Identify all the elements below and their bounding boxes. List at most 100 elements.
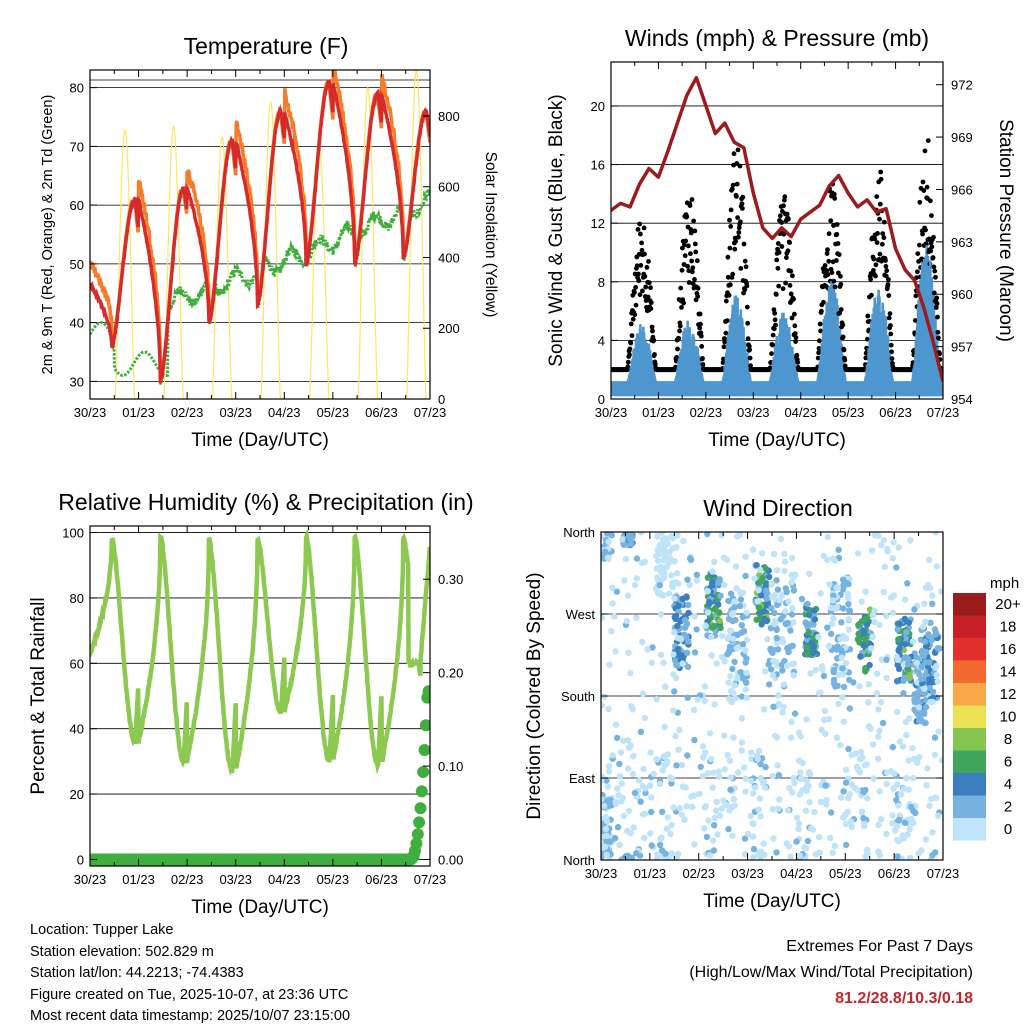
gust-point: [930, 255, 936, 260]
wind-direction-point: [895, 816, 903, 824]
gust-point: [920, 179, 926, 185]
rh-line: [90, 528, 430, 776]
plot-area: [90, 70, 430, 399]
wind-direction-point: [707, 755, 715, 763]
gust-point: [873, 273, 878, 279]
wind-direction-point: [601, 796, 605, 803]
wind-direction-point: [763, 581, 770, 588]
wind-direction-point: [837, 635, 844, 643]
wind-direction-point: [704, 574, 712, 581]
extremes-box: Extremes For Past 7 Days (High/Low/Max W…: [689, 934, 973, 1012]
y-tick-label: 16: [591, 158, 605, 173]
wind-direction-point: [810, 621, 817, 628]
wind-direction-point: [883, 780, 890, 788]
wind-direction-point: [894, 836, 901, 844]
wind-direction-point: [802, 619, 809, 626]
gust-point: [784, 255, 789, 260]
wind-direction-point: [922, 696, 929, 704]
wind-direction-point: [890, 592, 898, 599]
wind-direction-point: [894, 853, 901, 860]
wind-direction-point: [633, 555, 641, 562]
wind-direction-point: [612, 835, 619, 842]
wind-direction-point: [845, 600, 852, 608]
wind-direction-point: [763, 589, 770, 596]
y-right-tick-label: 963: [951, 235, 973, 250]
wind-direction-point: [742, 775, 749, 782]
wind-direction-point: [738, 747, 745, 754]
wind-direction-point: [685, 601, 692, 609]
wind-direction-point: [842, 779, 850, 786]
gust-point: [769, 351, 774, 356]
wind-direction-point: [761, 784, 769, 791]
wind-direction-point: [694, 696, 701, 703]
gust-point: [924, 184, 930, 190]
wind-direction-point: [812, 851, 819, 858]
wind-direction-point: [863, 621, 871, 628]
wind-direction-point: [905, 661, 912, 668]
wind-direction-point: [713, 798, 720, 806]
wind-direction-point: [740, 627, 748, 635]
wind-direction-point: [725, 825, 732, 833]
colorbar-label: 4: [1004, 776, 1012, 793]
gust-point: [682, 253, 688, 259]
wind-direction-point: [738, 715, 746, 722]
wind-direction-point: [660, 659, 667, 666]
wind-direction-point: [875, 733, 882, 740]
y-tick-label: 60: [70, 198, 84, 213]
solar-insolation-line: [308, 142, 330, 399]
gust-point: [834, 258, 839, 263]
gust-point: [920, 231, 925, 237]
gust-point: [883, 264, 889, 269]
wind-direction-point: [656, 582, 663, 589]
wind-direction-point: [603, 832, 610, 840]
wind-direction-point: [683, 593, 690, 600]
wind-direction-point: [721, 766, 729, 773]
y-tick-label: 80: [70, 591, 84, 606]
wind-direction-point: [845, 616, 852, 623]
wind-direction-point: [889, 812, 896, 819]
latlon-text: Station lat/lon: 44.2213; -74.4383: [30, 965, 244, 981]
wind-direction-point: [620, 812, 627, 820]
wind-direction-point: [757, 854, 764, 860]
gust-point: [681, 262, 687, 267]
wind-direction-point: [609, 600, 616, 607]
x-tick-label: 30/23: [74, 872, 107, 887]
gust-point: [872, 236, 878, 242]
gust-point: [770, 332, 776, 338]
gust-point: [836, 252, 842, 257]
wind-direction-point: [693, 577, 701, 584]
wind-direction-point: [899, 743, 907, 750]
wind-direction-point: [845, 595, 852, 602]
wind-direction-point: [821, 716, 828, 724]
wind-direction-point: [873, 690, 881, 697]
wind-direction-point: [729, 617, 736, 625]
gust-point: [735, 215, 740, 221]
wind-direction-point: [602, 825, 610, 833]
gust-point: [825, 272, 831, 277]
wind-direction-point: [821, 707, 829, 715]
wind-direction-point: [765, 661, 772, 668]
wind-direction-point: [750, 546, 757, 553]
wind-direction-point: [768, 605, 775, 612]
gust-point: [834, 231, 840, 237]
wind-direction-point: [751, 575, 758, 582]
wind-direction-point: [662, 551, 669, 558]
gust-point: [871, 256, 877, 262]
wind-direction-point: [902, 718, 910, 726]
wind-direction-point: [922, 836, 930, 843]
wind-direction-point: [871, 618, 878, 626]
wind-direction-point: [605, 768, 613, 775]
wind-direction-point: [604, 783, 611, 790]
wind-direction-point: [780, 638, 787, 646]
gust-point: [781, 203, 786, 209]
gust-point: [727, 282, 733, 288]
wind-direction-point: [661, 761, 668, 769]
wind-direction-point: [704, 532, 711, 538]
wind-direction-point: [782, 608, 789, 615]
wind-direction-point: [788, 579, 795, 586]
gust-point: [878, 176, 884, 182]
wind-direction-point: [904, 580, 911, 587]
gust-point: [730, 182, 736, 188]
wind-direction-point: [730, 734, 737, 741]
gust-point: [929, 244, 935, 250]
